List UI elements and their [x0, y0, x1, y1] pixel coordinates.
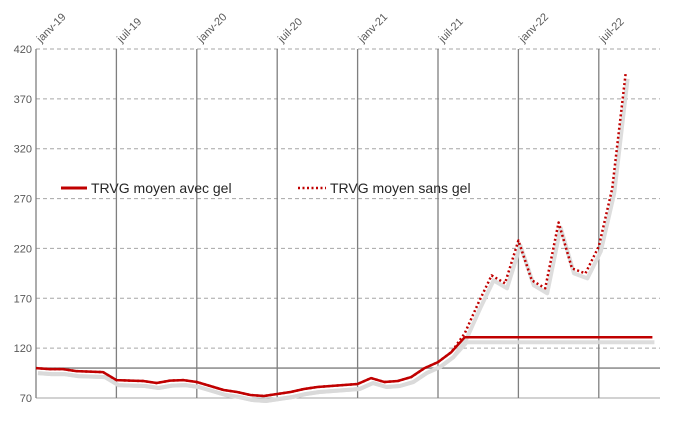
x-tick-label: janv-22 [516, 11, 551, 46]
series-lines [35, 73, 653, 398]
x-tick-label: janv-19 [34, 11, 69, 46]
x-axis: janv-19 juil-19 janv-20 juil-20 janv-21 juil-… [34, 11, 627, 46]
y-tick-label: 70 [20, 393, 32, 405]
series-shadow-avec-gel [37, 340, 655, 403]
grid [35, 48, 660, 399]
x-tick-label: juil-21 [436, 16, 466, 46]
series-line-avec-gel [35, 335, 653, 398]
y-tick-label: 220 [14, 243, 32, 255]
x-tick-label: janv-20 [195, 11, 230, 46]
y-tick-label: 120 [14, 343, 32, 355]
y-tick-label: 420 [14, 44, 32, 56]
legend-label-sans-gel: TRVG moyen sans gel [330, 180, 471, 196]
y-axis: 70 120 170 220 270 320 370 420 [14, 44, 32, 405]
y-tick-label: 320 [14, 144, 32, 156]
legend-label-avec-gel: TRVG moyen avec gel [91, 180, 232, 196]
x-tick-label: juil-22 [597, 16, 627, 46]
series-shadow-sans-gel [37, 78, 630, 403]
x-tick-label: juil-19 [114, 16, 144, 46]
y-tick-label: 370 [14, 94, 32, 106]
y-tick-label: 170 [14, 293, 32, 305]
x-tick-label: juil-20 [275, 16, 305, 46]
y-tick-label: 270 [14, 194, 32, 206]
series-shadow [37, 78, 655, 403]
legend: TRVG moyen avec gel TRVG moyen sans gel [61, 180, 471, 196]
x-tick-label: janv-21 [356, 11, 391, 46]
